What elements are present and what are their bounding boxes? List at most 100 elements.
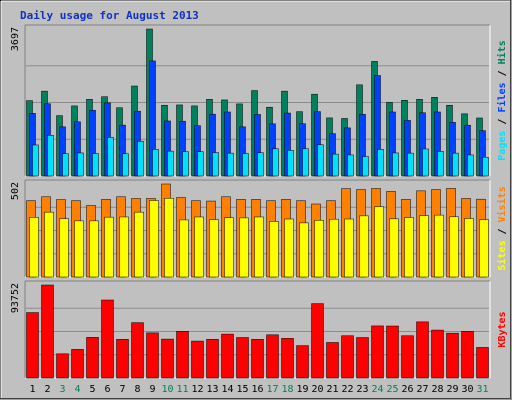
bar-pages-day-3 xyxy=(62,153,69,177)
legend-item-kbytes: KBytes xyxy=(497,311,508,347)
bar-sites-day-31 xyxy=(479,219,489,278)
legend-traffic: Pages / Files / Hits xyxy=(496,40,508,160)
day-label-30: 30 xyxy=(461,384,473,395)
day-label-6: 6 xyxy=(104,384,110,395)
day-label-9: 9 xyxy=(149,384,155,395)
bar-pages-day-6 xyxy=(107,137,114,177)
panel-kbytes: 93752 xyxy=(10,280,491,379)
legend-item-files: Files xyxy=(496,82,508,112)
bar-pages-day-8 xyxy=(137,140,144,177)
bar-kbytes-day-20 xyxy=(311,303,324,379)
day-label-19: 19 xyxy=(296,384,308,395)
bar-sites-day-28 xyxy=(434,214,444,278)
bar-kbytes-day-25 xyxy=(386,325,399,379)
bar-kbytes-day-21 xyxy=(326,342,339,379)
bar-kbytes-day-16 xyxy=(251,339,264,379)
bar-kbytes-day-31 xyxy=(476,347,489,379)
day-label-26: 26 xyxy=(401,384,413,395)
bar-kbytes-day-28 xyxy=(431,329,444,379)
legend-item-hits: Hits xyxy=(496,40,508,64)
day-label-18: 18 xyxy=(281,384,293,395)
bar-kbytes-day-13 xyxy=(206,339,219,379)
bar-kbytes-day-19 xyxy=(296,345,309,379)
day-label-7: 7 xyxy=(119,384,125,395)
day-label-24: 24 xyxy=(371,384,383,395)
bar-sites-day-10 xyxy=(164,198,174,278)
bar-sites-day-23 xyxy=(359,215,369,278)
bar-pages-day-11 xyxy=(182,151,189,177)
bar-kbytes-day-30 xyxy=(461,331,474,379)
bar-sites-day-1 xyxy=(29,217,39,278)
bar-sites-day-27 xyxy=(419,215,429,278)
bar-kbytes-day-10 xyxy=(161,338,174,379)
bar-sites-day-16 xyxy=(254,216,264,278)
day-label-29: 29 xyxy=(446,384,458,395)
day-label-5: 5 xyxy=(89,384,95,395)
bar-pages-day-14 xyxy=(227,152,234,177)
bar-kbytes-day-22 xyxy=(341,335,354,379)
bar-sites-day-12 xyxy=(194,216,204,278)
bar-kbytes-day-3 xyxy=(56,353,69,379)
bar-kbytes-day-4 xyxy=(71,349,84,379)
legend-kbytes: KBytes xyxy=(497,311,508,347)
bar-sites-day-29 xyxy=(449,216,459,278)
day-label-20: 20 xyxy=(311,384,323,395)
bar-pages-day-22 xyxy=(347,154,354,177)
bar-sites-day-4 xyxy=(74,220,84,278)
chart-title: Daily usage for August 2013 xyxy=(20,9,199,22)
bar-pages-day-4 xyxy=(77,152,84,177)
bar-pages-day-13 xyxy=(212,152,219,177)
bar-sites-day-30 xyxy=(464,218,474,278)
bar-sites-day-24 xyxy=(374,206,384,278)
bar-kbytes-day-6 xyxy=(101,299,114,379)
bar-pages-day-18 xyxy=(287,150,294,177)
bar-kbytes-day-8 xyxy=(131,322,144,379)
bar-pages-day-21 xyxy=(332,153,339,177)
bar-pages-day-30 xyxy=(467,154,474,177)
bar-sites-day-15 xyxy=(239,217,249,278)
bar-pages-day-2 xyxy=(47,134,54,177)
day-label-31: 31 xyxy=(476,384,488,395)
day-label-14: 14 xyxy=(221,384,233,395)
bar-pages-day-19 xyxy=(302,148,309,177)
bar-sites-day-26 xyxy=(404,217,414,278)
panel-traffic: 3697 xyxy=(10,24,491,177)
bar-sites-day-22 xyxy=(344,218,354,278)
bar-kbytes-day-12 xyxy=(191,340,204,379)
legend-separator: / xyxy=(497,222,508,240)
bar-pages-day-7 xyxy=(122,153,129,177)
bar-pages-day-28 xyxy=(437,151,444,177)
bar-pages-day-25 xyxy=(392,152,399,177)
bar-pages-day-29 xyxy=(452,152,459,177)
bar-pages-day-17 xyxy=(272,148,279,177)
bar-pages-day-9 xyxy=(152,149,159,177)
bar-pages-day-5 xyxy=(92,153,99,177)
bar-sites-day-13 xyxy=(209,219,219,278)
bar-sites-day-2 xyxy=(44,211,54,278)
day-label-21: 21 xyxy=(326,384,338,395)
bar-sites-day-25 xyxy=(389,218,399,278)
bar-sites-day-17 xyxy=(269,221,279,278)
bar-kbytes-day-9 xyxy=(146,332,159,379)
bar-sites-day-7 xyxy=(119,216,129,278)
bar-kbytes-day-15 xyxy=(236,337,249,379)
bar-kbytes-day-24 xyxy=(371,325,384,379)
bar-pages-day-15 xyxy=(242,153,249,177)
bar-pages-day-27 xyxy=(422,148,429,177)
ymax-label-traffic: 3697 xyxy=(10,27,21,51)
bar-pages-day-24 xyxy=(377,149,384,177)
bar-kbytes-day-1 xyxy=(26,312,39,379)
legend-separator: / xyxy=(497,64,508,82)
legend-item-visits: Visits xyxy=(496,186,508,222)
day-label-12: 12 xyxy=(191,384,203,395)
bar-sites-day-3 xyxy=(59,218,69,278)
panel-visits: 502 xyxy=(10,179,491,278)
bar-kbytes-day-27 xyxy=(416,321,429,379)
bar-pages-day-23 xyxy=(362,156,369,177)
bar-sites-day-11 xyxy=(179,219,189,278)
bar-pages-day-20 xyxy=(317,144,324,177)
bar-sites-day-14 xyxy=(224,217,234,278)
bar-kbytes-day-23 xyxy=(356,337,369,379)
bar-sites-day-5 xyxy=(89,220,99,278)
